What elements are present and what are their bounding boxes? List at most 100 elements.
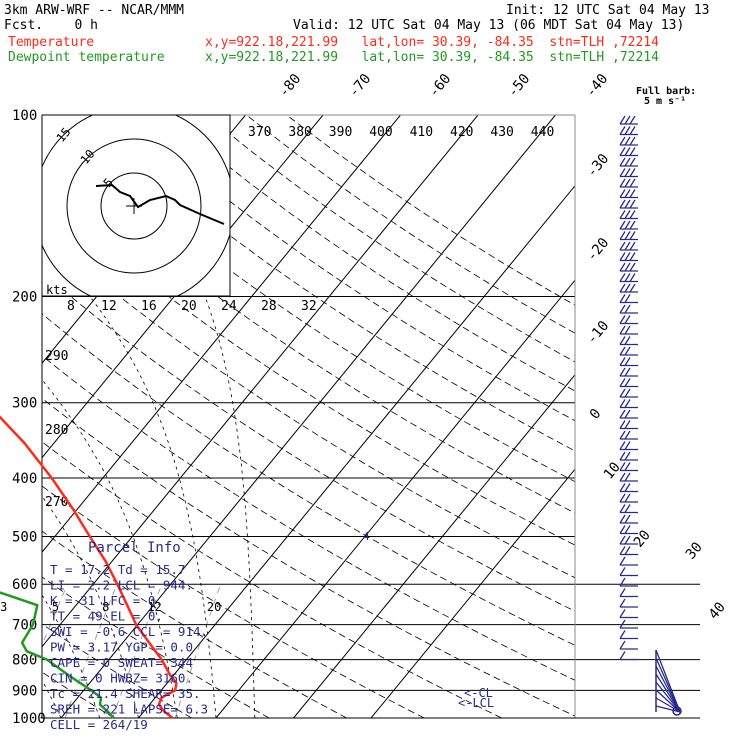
wind-barb bbox=[619, 262, 638, 272]
wind-barb bbox=[619, 378, 638, 388]
theta-label: 390 bbox=[329, 125, 352, 140]
theta-label: 440 bbox=[531, 125, 554, 140]
isotherm-line bbox=[293, 373, 575, 718]
wind-barb bbox=[619, 357, 638, 367]
parcel-info-row: PW = 3.17 YGP = 0.0 bbox=[50, 640, 193, 655]
parcel-info-row: SWI = -0.6 CCL = 914. bbox=[50, 624, 208, 639]
theta-label: 420 bbox=[450, 125, 473, 140]
dry-adiabat bbox=[45, 115, 575, 483]
wind-barb bbox=[619, 535, 638, 545]
wind-barb bbox=[619, 252, 638, 262]
isotherm-line bbox=[60, 115, 556, 718]
temperature-legend-label: Temperature bbox=[8, 35, 95, 50]
theta-label: 410 bbox=[410, 125, 433, 140]
hodograph-speed-label: 32 bbox=[301, 299, 317, 314]
dry-adiabat bbox=[42, 485, 425, 718]
parcel-info-row: T = 17.2 Td = 15.7 bbox=[50, 562, 185, 577]
wind-barb bbox=[619, 556, 638, 566]
model-title: 3km ARW-WRF -- NCAR/MMM bbox=[4, 3, 185, 18]
wind-barb bbox=[619, 126, 638, 136]
wind-barb bbox=[619, 514, 638, 524]
wind-barb bbox=[619, 451, 638, 461]
hodograph-speed-label: 24 bbox=[221, 299, 237, 314]
pressure-tick-label: 800 bbox=[12, 653, 37, 669]
dry-adiabat bbox=[42, 271, 575, 612]
wind-barb bbox=[619, 630, 638, 640]
wind-barb bbox=[619, 168, 638, 178]
pressure-tick-label: 500 bbox=[12, 529, 37, 545]
valid-time: Valid: 12 UTC Sat 04 May 13 (06 MDT Sat … bbox=[293, 18, 685, 33]
dry-adiabat bbox=[206, 115, 575, 363]
dewpoint-legend-label: Dewpoint temperature bbox=[8, 50, 165, 65]
dry-adiabat bbox=[286, 115, 575, 306]
isotherm-line bbox=[42, 115, 479, 648]
pressure-tick-label: 400 bbox=[12, 471, 37, 487]
wind-barb bbox=[619, 241, 638, 251]
isotherm-label: 0 bbox=[587, 406, 605, 423]
isotherm-label: -80 bbox=[276, 71, 305, 101]
isotherm-label: -60 bbox=[426, 71, 455, 101]
wind-barb bbox=[619, 441, 638, 451]
pressure-tick-label: 100 bbox=[12, 108, 37, 124]
hodograph-speed-label: 12 bbox=[101, 299, 117, 314]
hodograph-speed-label: 20 bbox=[181, 299, 197, 314]
hodograph-speed-label: 16 bbox=[141, 299, 157, 314]
wind-barb-low bbox=[655, 673, 681, 713]
parcel-info-row: CIN = 0 HWBZ= 3160. bbox=[50, 671, 193, 686]
parcel-info-row: CELL = 264/19 bbox=[50, 717, 148, 732]
dry-adiabat bbox=[42, 150, 575, 514]
wind-barb bbox=[619, 472, 638, 482]
theta-e-label: 290 bbox=[45, 349, 68, 364]
theta-label: 430 bbox=[490, 125, 513, 140]
wind-barb bbox=[619, 136, 638, 146]
cl-marker: <-CL bbox=[464, 686, 493, 700]
hodograph-unit-label: kts bbox=[46, 283, 68, 297]
wind-barb bbox=[619, 420, 638, 430]
wind-barb bbox=[619, 567, 638, 577]
wind-barb bbox=[619, 115, 638, 125]
pressure-tick-label: 900 bbox=[12, 683, 37, 699]
wind-barb bbox=[619, 619, 638, 629]
wind-barb bbox=[619, 493, 638, 503]
wind-barb-low bbox=[655, 665, 681, 713]
pressure-tick-label: 1000 bbox=[12, 711, 46, 727]
isotherm-label: -30 bbox=[584, 151, 613, 181]
wind-barb bbox=[619, 409, 638, 419]
wind-barb bbox=[619, 220, 638, 230]
isotherm-label: -20 bbox=[584, 235, 613, 265]
wind-barb bbox=[619, 304, 638, 314]
wind-barb-low bbox=[655, 705, 681, 713]
wind-barb bbox=[619, 546, 638, 556]
forecast-hour: Fcst. 0 h bbox=[4, 18, 98, 33]
parcel-info-row: SREH = 221 LAPSE= 6.3 bbox=[50, 702, 208, 717]
hodograph-ring bbox=[66, 138, 202, 274]
isotherm-label: 40 bbox=[706, 599, 729, 622]
parcel-info-row: LI = 2.2 LCL = 944. bbox=[50, 578, 193, 593]
wind-barb bbox=[619, 430, 638, 440]
wind-barb bbox=[619, 315, 638, 325]
dry-adiabat bbox=[42, 397, 575, 717]
wind-barb bbox=[619, 609, 638, 619]
barb-legend-title: Full barb: bbox=[636, 86, 696, 97]
isotherm-label: -40 bbox=[583, 71, 612, 101]
init-time: Init: 12 UTC Sat 04 May 13 bbox=[506, 3, 710, 18]
isotherm-line bbox=[138, 184, 575, 718]
hodograph-trace bbox=[95, 183, 225, 225]
wind-barb bbox=[619, 367, 638, 377]
hodograph-speed-label: 8 bbox=[67, 299, 75, 314]
dry-adiabat bbox=[85, 115, 575, 452]
isotherm-line bbox=[370, 468, 575, 718]
wind-barb bbox=[619, 588, 638, 598]
wind-barb bbox=[619, 325, 638, 335]
dewpoint-location: x,y=922.18,221.99 lat,lon= 30.39, -84.35… bbox=[205, 50, 659, 65]
wind-barb bbox=[619, 525, 638, 535]
wind-barb bbox=[619, 199, 638, 209]
pressure-tick-label: 600 bbox=[12, 577, 37, 593]
isotherm-label: 20 bbox=[631, 527, 654, 550]
isotherm-line bbox=[42, 115, 324, 459]
dry-adiabat bbox=[42, 190, 575, 546]
mixing-ratio-label: 8 bbox=[102, 600, 109, 614]
dry-adiabat bbox=[42, 230, 575, 579]
wind-barb bbox=[619, 577, 638, 587]
